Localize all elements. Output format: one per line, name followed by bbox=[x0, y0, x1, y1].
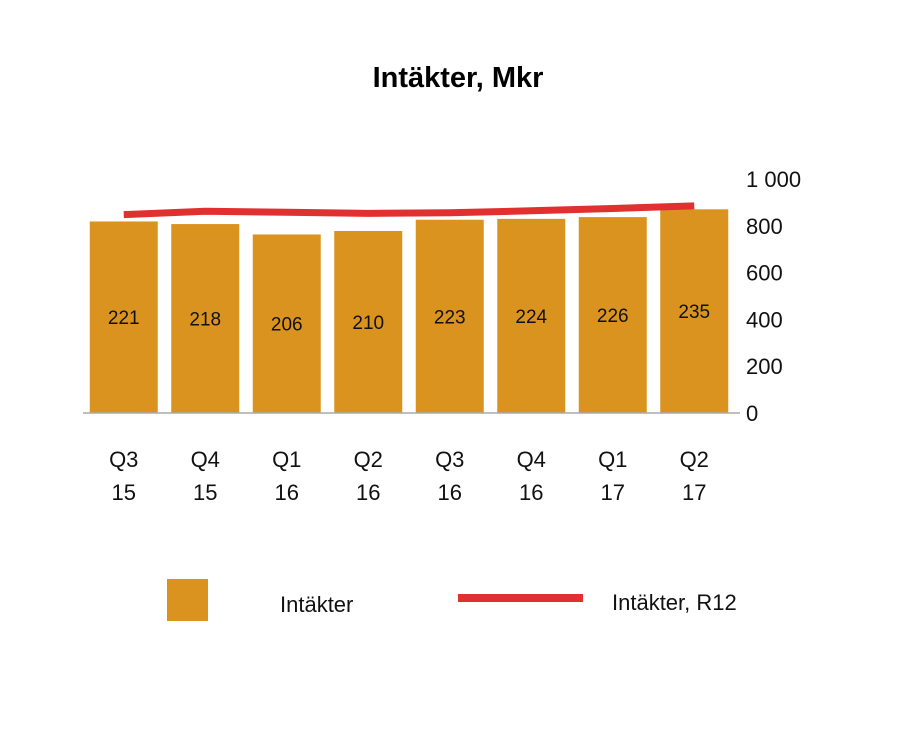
legend-label-bar: Intäkter bbox=[280, 592, 353, 617]
y-tick-label: 1 000 bbox=[746, 167, 801, 192]
legend-swatch-bar bbox=[167, 579, 208, 621]
bar-data-labels: 221 218 206 210 223 224 226 235 bbox=[108, 302, 710, 336]
bar-data-label: 224 bbox=[515, 307, 547, 328]
x-tick-label-quarter: Q4 bbox=[191, 447, 220, 472]
bar-data-label: 226 bbox=[597, 306, 629, 327]
bar bbox=[497, 218, 566, 413]
bar bbox=[89, 221, 158, 413]
bar bbox=[578, 217, 647, 413]
bar-data-label: 223 bbox=[434, 307, 466, 328]
bar-data-label: 221 bbox=[108, 308, 140, 329]
x-tick-label-year: 15 bbox=[193, 480, 217, 505]
y-tick-label: 400 bbox=[746, 307, 783, 332]
x-tick-label-quarter: Q2 bbox=[680, 447, 709, 472]
bar-data-label: 210 bbox=[352, 313, 384, 334]
x-tick-label-year: 16 bbox=[356, 480, 380, 505]
x-tick-label-year: 17 bbox=[682, 480, 706, 505]
x-tick-label-quarter: Q3 bbox=[435, 447, 464, 472]
y-axis-ticks: 0 200 400 600 800 1 000 bbox=[746, 167, 801, 426]
x-axis-categories: Q3 15 Q4 15 Q1 16 Q2 16 Q3 16 Q4 16 Q1 17 Q2 17 bbox=[109, 447, 709, 505]
x-tick-label-year: 16 bbox=[275, 480, 299, 505]
x-tick-label-year: 16 bbox=[438, 480, 462, 505]
x-tick-label-quarter: Q3 bbox=[109, 447, 138, 472]
chart-title: Intäkter, Mkr bbox=[373, 62, 544, 94]
bar bbox=[171, 224, 240, 413]
bar bbox=[660, 209, 729, 413]
bar bbox=[415, 219, 484, 413]
x-tick-label-quarter: Q4 bbox=[517, 447, 546, 472]
line-series bbox=[123, 202, 695, 219]
y-tick-label: 800 bbox=[746, 214, 783, 239]
bar-data-label: 235 bbox=[678, 302, 710, 323]
x-tick-label-quarter: Q2 bbox=[354, 447, 383, 472]
legend-label-line: Intäkter, R12 bbox=[612, 590, 737, 615]
legend: Intäkter Intäkter, R12 bbox=[167, 579, 737, 621]
r12-line bbox=[123, 202, 695, 219]
bar bbox=[252, 234, 321, 413]
bar-data-label: 218 bbox=[189, 310, 221, 331]
x-tick-label-quarter: Q1 bbox=[598, 447, 627, 472]
bar-series bbox=[89, 209, 729, 413]
x-tick-label-year: 16 bbox=[519, 480, 543, 505]
bar-data-label: 206 bbox=[271, 315, 303, 336]
x-tick-label-quarter: Q1 bbox=[272, 447, 301, 472]
y-tick-label: 200 bbox=[746, 354, 783, 379]
x-tick-label-year: 15 bbox=[112, 480, 136, 505]
y-tick-label: 0 bbox=[746, 401, 758, 426]
y-tick-label: 600 bbox=[746, 261, 783, 286]
bar bbox=[334, 231, 403, 413]
x-tick-label-year: 17 bbox=[601, 480, 625, 505]
